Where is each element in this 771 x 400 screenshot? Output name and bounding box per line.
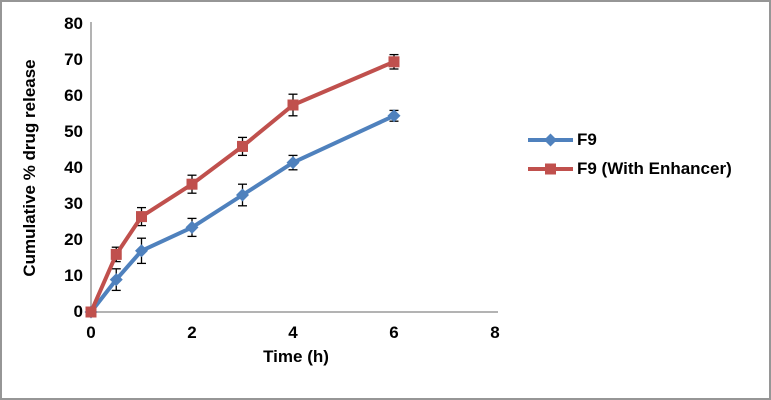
x-tick-label: 8 (490, 323, 500, 342)
x-axis-title: Time (h) (263, 347, 329, 366)
diamond-marker-icon (528, 133, 573, 146)
y-tick-label: 80 (64, 14, 83, 33)
x-tick-label: 2 (187, 323, 197, 342)
y-tick-label: 60 (64, 86, 83, 105)
y-axis-title: Cumulative % drug release (20, 59, 39, 277)
legend-item: F9 (528, 125, 732, 154)
y-tick-label: 70 (64, 50, 83, 69)
x-tick-label: 6 (389, 323, 399, 342)
legend-label: F9 (577, 129, 597, 149)
x-tick-label: 0 (86, 323, 96, 342)
y-tick-label: 40 (64, 158, 83, 177)
x-tick-label: 4 (288, 323, 298, 342)
legend-label: F9 (With Enhancer) (577, 158, 732, 178)
y-tick-label: 20 (64, 230, 83, 249)
legend: F9 F9 (With Enhancer) (528, 125, 732, 183)
y-tick-label: 30 (64, 194, 83, 213)
y-tick-label: 0 (73, 302, 83, 321)
y-tick-label: 10 (64, 266, 83, 285)
y-tick-label: 50 (64, 122, 83, 141)
square-marker-icon (528, 163, 573, 174)
legend-item: F9 (With Enhancer) (528, 154, 732, 183)
